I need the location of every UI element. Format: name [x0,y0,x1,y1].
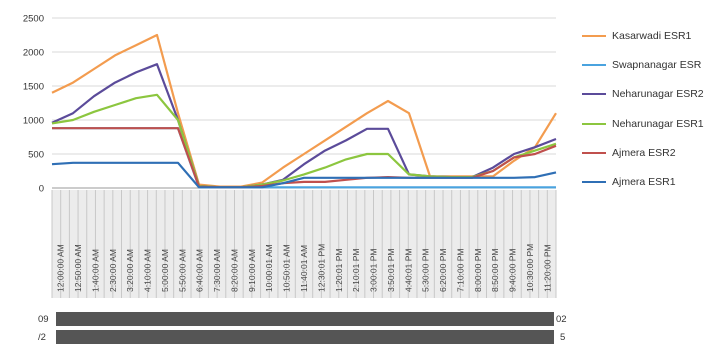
x-tick-label: 9:10:00 AM [247,249,257,292]
legend-label: Neharunagar ESR1 [612,117,704,130]
x-tick-label: 12:30:01 PM [316,244,326,292]
y-axis: 0 500 1000 1500 2000 2500 [23,14,44,195]
x-tick-label: 5:30:00 PM [421,249,431,292]
x-footer-strip [56,330,554,344]
legend-item: Ajmera ESR1 [582,174,702,198]
x-left-label: 09 [38,314,49,325]
x-tick-label: 1:40:00 AM [90,249,100,292]
x-axis: 12:00:00 AM 12:50:00 AM 1:40:00 AM 2:30:00 … [51,190,557,298]
x-tick-label: 8:00:00 PM [473,249,483,292]
legend-label: Ajmera ESR1 [612,175,676,188]
series-line [51,161,557,189]
legend-swatch [582,151,606,154]
x-left-label-2: /2 [38,332,46,343]
series-lines [51,33,557,189]
x-tick-label: 6:20:00 PM [438,249,448,292]
legend-item: Kasarwadi ESR1 [582,28,702,52]
x-tick-label: 7:10:00 PM [455,249,465,292]
legend-swatch [582,180,606,183]
legend-label: Ajmera ESR2 [612,146,676,159]
x-tick-label: 5:50:00 AM [177,249,187,292]
x-tick-label: 9:40:00 PM [508,249,518,292]
legend-item: Neharunagar ESR2 [582,86,704,110]
legend-swatch [582,64,606,67]
y-tick-label: 0 [39,184,44,195]
legend-swatch [582,93,606,96]
x-axis-footer: 09 02 /2 5 [38,312,567,344]
x-tick-label: 6:40:00 AM [195,249,205,292]
x-tick-label: 3:20:00 AM [125,249,135,292]
legend-label: Kasarwadi ESR1 [612,30,692,42]
x-tick-label: 11:20:00 PM [542,244,552,292]
x-tick-label: 2:30:00 AM [108,249,118,292]
y-tick-label: 1500 [23,82,44,93]
series-line [51,63,557,189]
x-right-label-2: 5 [560,332,565,343]
y-tick-label: 2500 [23,14,44,25]
x-tick-label: 10:30:00 PM [525,244,535,292]
x-tick-label: 4:10:00 AM [143,249,153,292]
legend-label: Neharunagar ESR2 [612,88,704,101]
x-tick-label: 4:40:01 PM [403,249,413,292]
y-tick-label: 1000 [23,116,44,127]
x-tick-label: 1:20:01 PM [334,249,344,292]
x-tick-label: 3:50:01 PM [386,249,396,292]
legend-item: Ajmera ESR2 [582,145,702,169]
legend-swatch [582,122,606,125]
legend-swatch [582,35,606,37]
x-footer-strip [56,312,554,326]
x-tick-label: 10:00:01 AM [264,244,274,292]
x-tick-label: 2:10:01 PM [351,249,361,292]
legend-item: Swapnanagar ESR [582,57,702,81]
legend-label: Swapnanagar ESR [612,59,702,72]
x-tick-label: 10:50:01 AM [282,244,292,292]
legend: Kasarwadi ESR1 Swapnanagar ESR Neharunagar… [582,28,704,203]
x-tick-label: 12:00:00 AM [56,244,66,292]
x-tick-label: 8:50:00 PM [490,249,500,292]
x-tick-label: 11:40:01 AM [299,245,309,292]
x-tick-label: 5:00:00 AM [160,249,170,292]
x-tick-label: 7:30:00 AM [212,249,222,292]
legend-item: Neharunagar ESR1 [582,116,704,140]
x-tick-label: 12:50:00 AM [73,244,83,292]
x-tick-label: 8:20:00 AM [229,249,239,292]
x-right-label: 02 [556,314,567,325]
y-tick-label: 500 [28,150,44,161]
x-tick-label: 3:00:01 PM [369,249,379,292]
y-tick-label: 2000 [23,48,44,59]
